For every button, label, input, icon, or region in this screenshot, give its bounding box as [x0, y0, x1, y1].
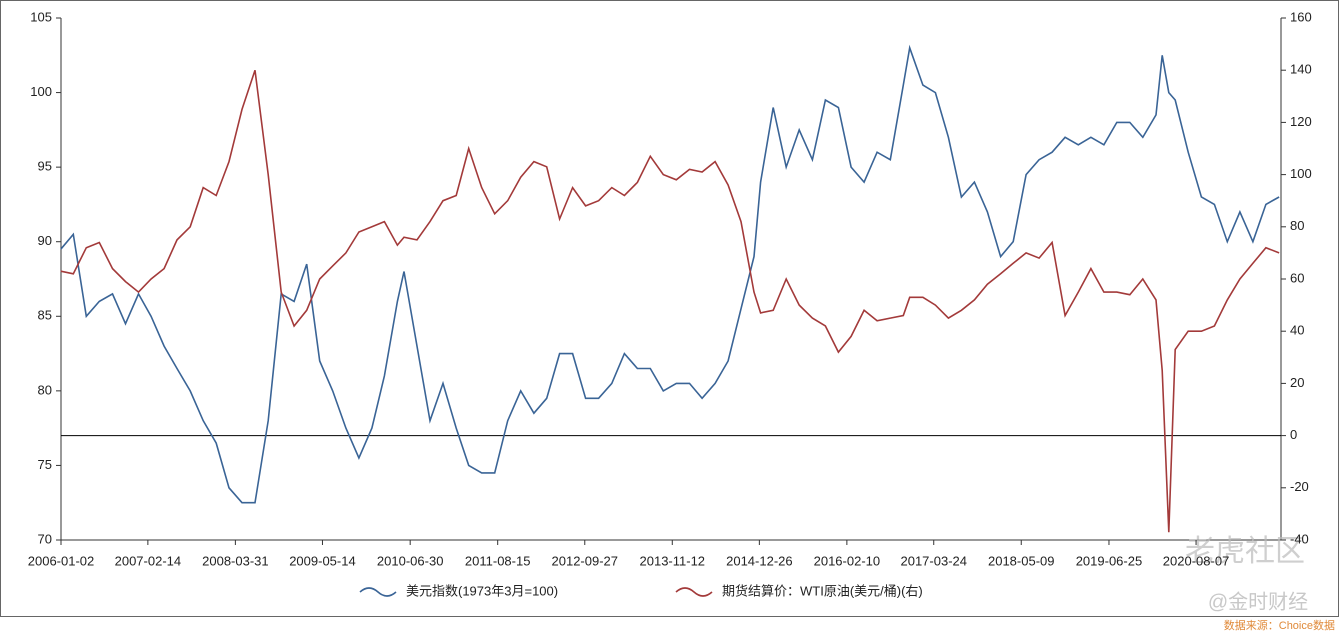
x-tick-label: 2018-05-09 [988, 553, 1055, 568]
y-tick-label: 100 [30, 84, 52, 99]
x-tick-label: 2019-06-25 [1076, 553, 1143, 568]
y-tick-label: 80 [38, 382, 52, 397]
x-tick-label: 2011-08-15 [465, 553, 531, 568]
x-tick-label: 2020-08-07 [1163, 553, 1230, 568]
y-tick-label: 95 [38, 159, 52, 174]
x-tick-label: 2017-03-24 [900, 553, 967, 568]
plot [60, 44, 1281, 533]
x-tick-label: 2016-02-10 [814, 553, 881, 568]
y-tick-label: 90 [38, 233, 52, 248]
legend-label: 美元指数(1973年3月=100) [406, 583, 558, 598]
y-tick-label: 85 [38, 308, 52, 323]
y2-tick-label: 80 [1290, 218, 1304, 233]
series-line [60, 44, 1280, 504]
y2-tick-label: 60 [1290, 270, 1304, 285]
source-note: 数据来源：Choice数据 [1224, 618, 1335, 632]
y-tick-label: 70 [38, 531, 52, 546]
watermark: @金时财经 [1208, 590, 1308, 613]
y-tick-label: 75 [38, 457, 52, 472]
y2-tick-label: 40 [1290, 323, 1304, 338]
y2-tick-label: 160 [1290, 9, 1312, 24]
y2-tick-label: 120 [1290, 114, 1312, 129]
y2-tick-label: 140 [1290, 62, 1312, 77]
series-line [60, 69, 1280, 533]
y2-tick-label: 0 [1290, 427, 1297, 442]
x-tick-label: 2008-03-31 [202, 553, 269, 568]
y2-tick-label: 100 [1290, 166, 1312, 181]
x-tick-label: 2014-12-26 [726, 553, 793, 568]
y-tick-label: 105 [30, 9, 52, 24]
y2-tick-label: -40 [1290, 531, 1309, 546]
x-tick-label: 2006-01-02 [28, 553, 95, 568]
frame [0, 0, 1339, 617]
x-tick-label: 2010-06-30 [377, 553, 444, 568]
legend-label: 期货结算价：WTI原油(美元/桶)(右) [722, 583, 923, 598]
x-tick-label: 2013-11-12 [640, 553, 706, 568]
x-tick-label: 2012-09-27 [552, 553, 619, 568]
y2-tick-label: 20 [1290, 375, 1304, 390]
x-tick-label: 2009-05-14 [289, 553, 356, 568]
legend-swatch [359, 587, 397, 597]
y2-tick-label: -20 [1290, 479, 1309, 494]
x-tick-label: 2007-02-14 [115, 553, 182, 568]
legend-swatch [675, 587, 713, 597]
